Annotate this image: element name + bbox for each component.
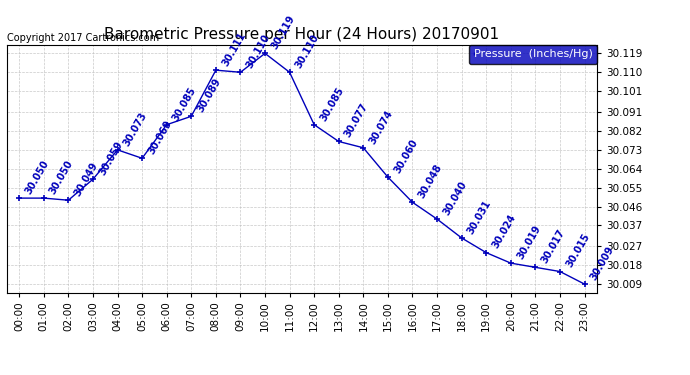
Text: Copyright 2017 Cartronics.com: Copyright 2017 Cartronics.com bbox=[7, 33, 159, 42]
Text: 30.017: 30.017 bbox=[540, 228, 567, 265]
Text: 30.024: 30.024 bbox=[491, 213, 518, 250]
Text: 30.089: 30.089 bbox=[195, 76, 223, 114]
Text: 30.048: 30.048 bbox=[417, 162, 444, 200]
Text: 30.069: 30.069 bbox=[146, 118, 174, 156]
Title: Barometric Pressure per Hour (24 Hours) 20170901: Barometric Pressure per Hour (24 Hours) … bbox=[104, 27, 500, 42]
Text: 30.110: 30.110 bbox=[294, 33, 321, 70]
Text: 30.031: 30.031 bbox=[466, 198, 493, 236]
Text: 30.119: 30.119 bbox=[269, 14, 297, 51]
Text: 30.111: 30.111 bbox=[220, 30, 248, 68]
Text: 30.085: 30.085 bbox=[171, 85, 198, 123]
Text: 30.050: 30.050 bbox=[23, 159, 51, 196]
Text: 30.110: 30.110 bbox=[244, 33, 272, 70]
Text: 30.040: 30.040 bbox=[441, 180, 469, 217]
Text: 30.015: 30.015 bbox=[564, 232, 591, 269]
Legend: Pressure  (Inches/Hg): Pressure (Inches/Hg) bbox=[469, 45, 597, 64]
Text: 30.059: 30.059 bbox=[97, 140, 124, 177]
Text: 30.009: 30.009 bbox=[589, 244, 616, 282]
Text: 30.077: 30.077 bbox=[343, 102, 371, 140]
Text: 30.073: 30.073 bbox=[121, 110, 149, 148]
Text: 30.019: 30.019 bbox=[515, 224, 542, 261]
Text: 30.085: 30.085 bbox=[318, 85, 346, 123]
Text: 30.050: 30.050 bbox=[48, 159, 75, 196]
Text: 30.049: 30.049 bbox=[72, 160, 100, 198]
Text: 30.060: 30.060 bbox=[392, 138, 420, 175]
Text: 30.074: 30.074 bbox=[368, 108, 395, 146]
